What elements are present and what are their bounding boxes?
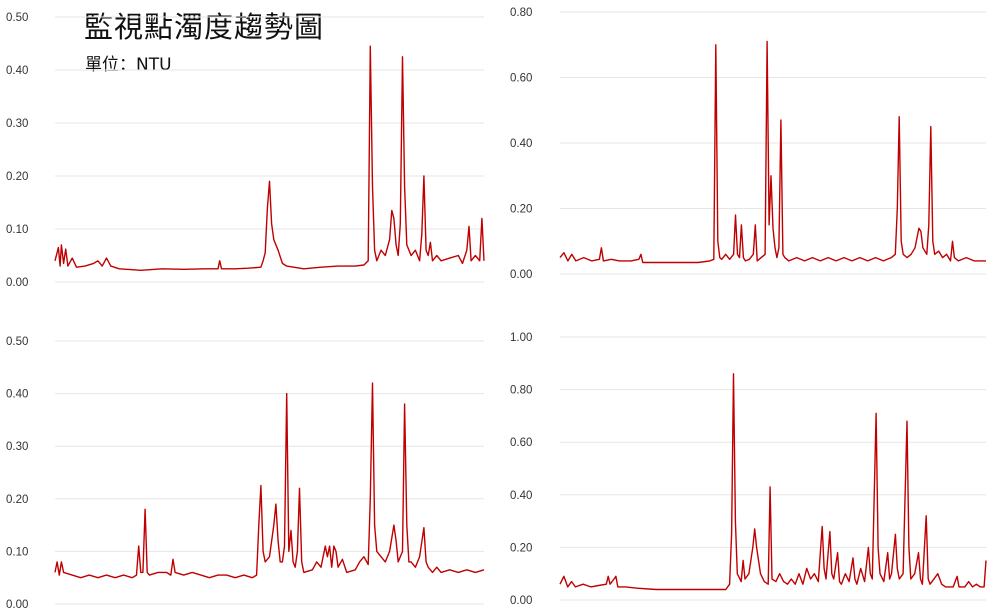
y-tick-label: 0.40 [6, 389, 28, 401]
y-tick-label: 0.20 [6, 171, 28, 183]
chart-panel-4: 0.00 0.20 0.40 0.60 0.80 1.00 [510, 332, 987, 607]
series-line [559, 373, 987, 591]
y-tick-label: 0.10 [6, 546, 28, 558]
y-tick-label: 0.20 [6, 494, 28, 506]
series-line [54, 382, 485, 579]
y-tick-label: 0.20 [510, 542, 532, 554]
chart-panel-1: 0.00 0.10 0.20 0.30 0.40 0.50 [6, 12, 485, 289]
y-tick-label: 0.40 [510, 490, 532, 502]
y-tick-label: 0.40 [510, 138, 532, 150]
y-tick-label: 1.00 [510, 332, 532, 344]
y-tick-label: 0.00 [6, 277, 28, 289]
y-tick-label: 0.50 [6, 336, 28, 348]
series-line [559, 40, 986, 264]
y-tick-label: 0.50 [6, 12, 28, 24]
chart-title: 監視點濁度趨勢圖 [84, 10, 325, 44]
y-tick-label: 0.10 [6, 224, 28, 236]
y-tick-label: 0.00 [6, 599, 28, 611]
y-tick-label: 0.40 [6, 65, 28, 77]
y-tick-label: 0.00 [510, 269, 532, 281]
y-tick-label: 0.30 [6, 118, 28, 130]
series-line [54, 45, 485, 271]
chart-panel-2: 0.00 0.20 0.40 0.60 0.80 [510, 7, 986, 281]
y-tick-label: 0.30 [6, 441, 28, 453]
y-tick-label: 0.60 [510, 73, 532, 85]
y-tick-label: 0.80 [510, 7, 532, 19]
chart-panel-3: 0.00 0.10 0.20 0.30 0.40 0.50 [6, 336, 485, 611]
y-tick-label: 0.80 [510, 385, 532, 397]
y-tick-label: 0.60 [510, 437, 532, 449]
y-tick-label: 0.20 [510, 204, 532, 216]
y-tick-label: 0.00 [510, 595, 532, 607]
